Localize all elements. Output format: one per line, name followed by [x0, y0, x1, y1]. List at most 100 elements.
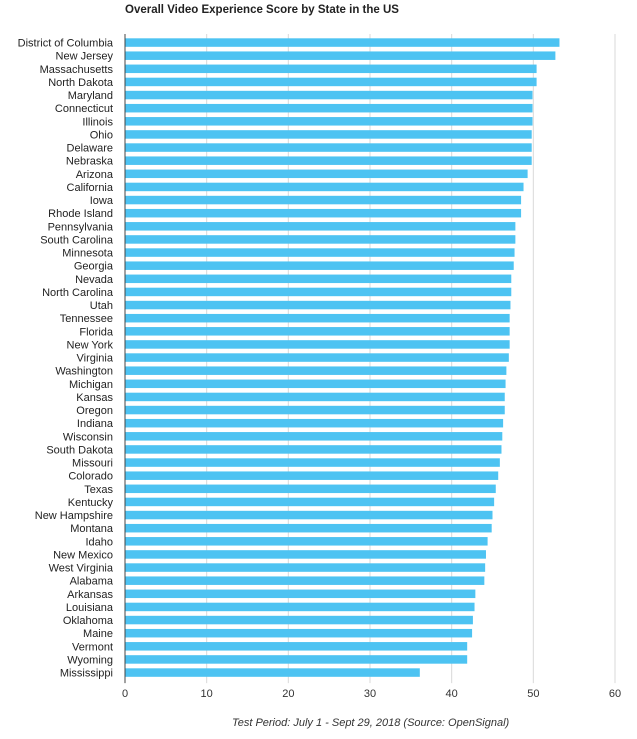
bar: [125, 222, 516, 231]
bar: [125, 510, 493, 520]
category-label: Rhode Island: [48, 208, 113, 220]
category-label: Florida: [79, 326, 114, 338]
bars: [125, 38, 560, 677]
bar: [125, 418, 504, 428]
category-label: Michigan: [69, 379, 113, 391]
category-label: Colorado: [68, 471, 113, 483]
category-label: Ohio: [90, 129, 113, 141]
category-label: Alabama: [70, 576, 114, 588]
bar: [125, 195, 522, 205]
category-label: Maryland: [68, 90, 113, 102]
category-label: Louisiana: [66, 602, 114, 614]
category-label: Kentucky: [68, 497, 114, 509]
category-label: Wyoming: [67, 654, 113, 666]
bar: [125, 523, 492, 533]
category-label: New York: [67, 339, 114, 351]
x-tick-label: 50: [527, 688, 539, 700]
bar: [125, 143, 532, 152]
bar: [125, 458, 500, 467]
bar: [125, 208, 522, 218]
bar: [125, 313, 510, 323]
category-label: Vermont: [72, 641, 113, 653]
bar: [125, 287, 512, 297]
bar: [125, 300, 511, 310]
x-tick-label: 20: [282, 688, 294, 700]
bar: [125, 615, 473, 625]
bar: [125, 432, 503, 441]
bar: [125, 77, 537, 87]
chart-footnote: Test Period: July 1 - Sept 29, 2018 (Sou…: [232, 717, 510, 729]
bar: [125, 497, 495, 507]
bar: [125, 392, 505, 402]
category-label: North Dakota: [48, 77, 114, 89]
category-label: New Hampshire: [35, 510, 113, 522]
bar: [125, 90, 533, 100]
category-label: Washington: [55, 366, 113, 378]
bar: [125, 274, 512, 284]
category-label: Tennessee: [60, 313, 113, 325]
category-label: Nevada: [75, 274, 114, 286]
bar: [125, 471, 499, 480]
category-label: Delaware: [67, 143, 113, 155]
category-label: Pennsylvania: [48, 221, 114, 233]
bar: [125, 405, 505, 415]
category-label: North Carolina: [42, 287, 114, 299]
bar: [125, 340, 510, 349]
bar: [125, 550, 486, 559]
category-label: Missouri: [72, 458, 113, 470]
bar: [125, 589, 476, 599]
bar: [125, 576, 485, 585]
bar: [125, 182, 524, 192]
category-label: Nebraska: [66, 156, 114, 168]
bar: [125, 353, 509, 362]
x-tick-label: 60: [609, 688, 621, 700]
bar: [125, 668, 420, 677]
x-tick-label: 10: [201, 688, 213, 700]
category-label: Montana: [70, 523, 114, 535]
bar: [125, 563, 486, 572]
x-tick-label: 0: [122, 688, 128, 700]
category-label: Arizona: [76, 169, 114, 181]
category-label: California: [67, 182, 114, 194]
category-label: Texas: [84, 484, 113, 496]
bar: [125, 628, 473, 638]
category-label: Minnesota: [62, 248, 114, 260]
bar: [125, 537, 488, 546]
category-label: Wisconsin: [63, 431, 113, 443]
bar: [125, 642, 468, 651]
bar: [125, 38, 560, 47]
chart-title: Overall Video Experience Score by State …: [125, 4, 399, 16]
bar: [125, 64, 537, 74]
bar: [125, 169, 528, 179]
category-label: Connecticut: [55, 103, 113, 115]
category-label: New Mexico: [53, 549, 113, 561]
category-label: Kansas: [76, 392, 113, 404]
category-label: Maine: [83, 628, 113, 640]
category-label: Oklahoma: [63, 615, 114, 627]
category-label: Arkansas: [67, 589, 113, 601]
category-label: Utah: [90, 300, 113, 312]
bar: [125, 327, 510, 336]
x-tick-label: 30: [364, 688, 376, 700]
bar: [125, 156, 532, 165]
category-label: Virginia: [77, 353, 114, 365]
category-label: West Virginia: [49, 563, 114, 575]
category-label: Idaho: [85, 536, 113, 548]
category-label: Massachusetts: [40, 64, 114, 76]
bar: [125, 602, 475, 612]
bar: [125, 445, 502, 454]
category-label: District of Columbia: [18, 38, 114, 50]
category-label: Georgia: [74, 261, 114, 273]
category-label: South Carolina: [40, 234, 114, 246]
bar: [125, 248, 515, 257]
category-label: Oregon: [76, 405, 113, 417]
bar: [125, 103, 533, 113]
bar: [125, 235, 516, 244]
category-label: Iowa: [90, 195, 114, 207]
bar: [125, 379, 506, 389]
bar: [125, 484, 496, 494]
category-label: Mississippi: [60, 668, 113, 680]
x-tick-label: 40: [446, 688, 458, 700]
